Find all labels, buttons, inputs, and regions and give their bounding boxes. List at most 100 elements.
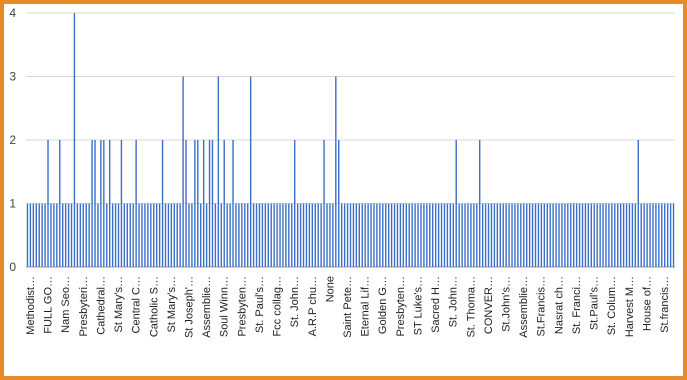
bar [241,203,243,267]
bar [440,203,443,267]
bar [540,203,543,267]
x-tick-label: Presbyten… [236,276,248,337]
bar [564,203,566,267]
bar [505,203,507,267]
bar [361,203,363,267]
bar [153,203,155,267]
bar [267,203,269,267]
bar [252,203,255,267]
bar [611,203,613,267]
bar [173,203,175,267]
x-tick-label: FULL GO… [43,276,55,334]
bar [379,203,381,267]
bar [147,203,149,267]
bar [62,203,64,267]
bar [220,203,222,267]
bar [299,203,302,267]
y-tick-label: 0 [9,260,16,274]
bar [434,203,437,267]
bar [211,140,214,267]
bar [590,203,593,267]
bar [82,203,84,267]
bar [343,203,346,267]
x-tick-label: St.Francis… [536,276,548,337]
bar [73,13,76,267]
bar [285,203,287,267]
bar [179,203,181,267]
bar [85,203,87,267]
bar [170,203,173,267]
bar [496,203,499,267]
bar [511,203,513,267]
bar [382,203,384,267]
bar [455,140,457,267]
bar [476,203,478,267]
bar [91,140,93,267]
bar [637,140,639,267]
bar [273,203,275,267]
bar [446,203,449,267]
gridlines [26,12,675,268]
bar [631,203,634,267]
bar [311,203,314,267]
bar [393,203,396,267]
bar [249,76,252,267]
bar [570,203,572,267]
bar [167,203,170,267]
x-tick-label: Cathedral… [95,276,107,335]
bar [70,203,73,267]
bar [373,203,375,267]
bar [443,203,446,267]
bar [449,203,452,267]
bar [555,203,557,267]
x-tick-label: St Joseph'… [184,276,196,338]
x-tick-label: Eternal Lif… [360,276,372,337]
bar [596,203,598,267]
bar [514,203,516,267]
bar [552,203,554,267]
bar [578,203,581,267]
bar [484,203,487,267]
bar [135,140,137,267]
bar [593,203,595,267]
y-axis: 0 1 2 3 4 [9,6,16,274]
bar [634,203,637,267]
x-tick-label: Sacred H… [430,276,442,333]
bar [247,203,249,267]
bar [164,203,167,267]
bar [291,203,293,267]
bar [270,203,272,267]
bars [26,13,675,267]
bar [385,203,387,267]
bar [120,140,123,267]
bar [326,203,328,267]
x-tick-label: Nam Seo… [60,276,72,333]
bar [202,140,205,267]
bar [38,203,40,267]
bar [408,203,410,267]
bar [531,203,534,267]
bar [41,203,43,267]
bar [329,203,331,267]
bar [317,203,319,267]
bar [387,203,390,267]
bar [655,203,657,267]
bar [50,203,52,267]
bar [182,76,184,267]
bar [470,203,472,267]
bar [314,203,316,267]
bar [652,203,654,267]
bar [526,203,528,267]
y-tick-label: 2 [9,133,16,147]
bar [47,140,49,267]
bar [114,203,117,267]
bar [141,203,143,267]
bar [355,203,358,267]
bar [549,203,551,267]
bar [508,203,510,267]
x-tick-label: Central C… [131,276,143,333]
bar [558,203,560,267]
bar [414,203,416,267]
bar [238,203,240,267]
bar [502,203,504,267]
